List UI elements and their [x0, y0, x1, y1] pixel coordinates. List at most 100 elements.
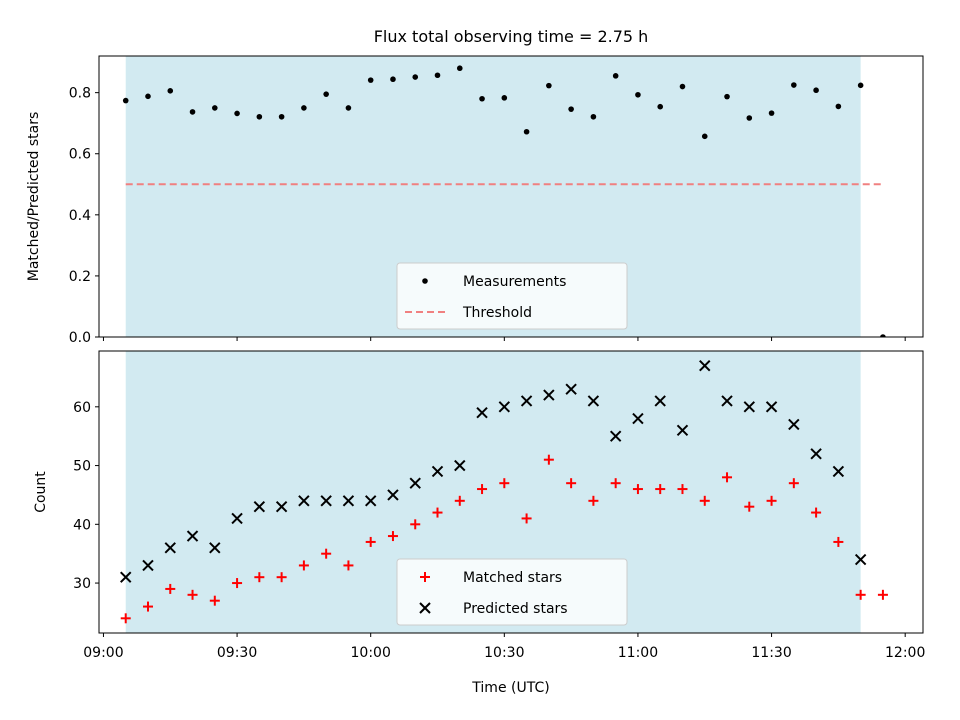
measurement-point — [880, 334, 886, 337]
measurement-point — [167, 88, 174, 94]
predicted-star-point — [765, 401, 778, 413]
legend-box — [396, 262, 628, 330]
measurement-point — [523, 128, 530, 135]
matched-star-point — [209, 595, 220, 606]
legend-label: Threshold — [462, 305, 532, 321]
matched-star-point — [722, 472, 733, 483]
matched-star-point — [387, 531, 398, 542]
legend-swatch — [420, 572, 430, 582]
predicted-star-point — [498, 401, 511, 413]
y-tick-label: 50 — [73, 459, 91, 475]
measurement-point — [768, 110, 775, 116]
predicted-star-point — [788, 418, 800, 431]
matched-star-point — [811, 507, 822, 518]
matched-star-point — [588, 495, 599, 506]
predicted-star-point — [676, 424, 689, 437]
matched-star-point — [677, 484, 688, 495]
matched-star-point — [410, 519, 421, 530]
matched-star-point — [788, 478, 799, 489]
measurement-point — [145, 93, 151, 100]
measurement-point — [724, 93, 730, 100]
matched-star-point — [343, 560, 354, 571]
measurement-point — [412, 74, 419, 80]
y-tick-label: 30 — [73, 576, 91, 592]
data-layer — [122, 65, 886, 337]
matched-star-point — [521, 513, 532, 524]
legend: Measurements Threshold — [396, 262, 628, 330]
x-tick-label: 12:00 — [885, 645, 925, 661]
matched-star-point — [566, 478, 577, 489]
x-tick-label: 11:30 — [751, 645, 791, 661]
predicted-star-point — [854, 553, 867, 566]
legend-swatch — [422, 278, 428, 284]
measurement-point — [835, 103, 842, 110]
matched-star-point — [298, 560, 309, 571]
predicted-star-point — [654, 395, 666, 407]
measurement-point — [590, 113, 597, 120]
predicted-star-point — [699, 359, 711, 372]
predicted-star-point — [164, 542, 176, 554]
matched-star-point — [365, 536, 376, 547]
legend-item: Threshold — [405, 305, 532, 321]
measurement-point — [189, 109, 196, 115]
matched-star-point — [655, 484, 666, 495]
axes-frame — [98, 350, 924, 634]
matched-star-point — [610, 478, 621, 489]
matched-star-point — [744, 501, 755, 512]
y-tick-label: 0.2 — [69, 269, 91, 285]
predicted-star-point — [810, 448, 822, 460]
predicted-star-point — [454, 459, 466, 472]
measurement-point — [679, 83, 686, 90]
predicted-star-point — [832, 465, 845, 478]
predicted-star-point — [387, 489, 399, 501]
measurement-point — [434, 72, 441, 79]
measurement-point — [857, 82, 864, 89]
matched-star-point — [543, 454, 554, 465]
predicted-star-point — [186, 530, 199, 542]
matched-star-point — [321, 548, 332, 559]
measurement-point — [568, 106, 574, 112]
matched-star-point — [232, 578, 243, 589]
predicted-star-point — [298, 495, 310, 507]
count-panel: 30 40 50 60 09:00 09:30 10:00 10:30 11:00 11:30 12… — [33, 350, 925, 661]
y-axis-label: Matched/Predicted stars — [26, 112, 42, 282]
predicted-star-point — [543, 389, 555, 401]
y-tick-label: 0.6 — [69, 147, 91, 163]
measurement-point — [390, 76, 396, 83]
predicted-star-point — [231, 512, 243, 525]
measurement-point — [345, 105, 352, 111]
predicted-star-point — [142, 559, 154, 572]
measurement-point — [635, 91, 641, 98]
legend-label: Predicted stars — [463, 601, 568, 617]
x-tick-label: 11:00 — [618, 645, 658, 661]
predicted-star-point — [120, 571, 132, 583]
matched-star-point — [120, 613, 131, 624]
measurement-point — [479, 95, 485, 102]
predicted-star-point — [320, 495, 332, 507]
measurement-point — [791, 82, 797, 88]
legend: Matched stars Predicted stars — [396, 558, 628, 626]
legend-item: Measurements — [422, 274, 566, 290]
matched-star-point — [254, 572, 265, 583]
axes-frame — [98, 55, 924, 338]
chart-title: Flux total observing time = 2.75 h — [374, 27, 649, 46]
x-axis-label: Time (UTC) — [471, 680, 549, 696]
y-tick-label: 0.0 — [69, 330, 91, 346]
measurement-point — [301, 105, 307, 111]
matched-star-point — [699, 495, 710, 506]
measurement-point — [701, 133, 708, 140]
x-tick-label: 10:00 — [351, 645, 391, 661]
predicted-star-point — [342, 495, 355, 507]
predicted-star-point — [587, 395, 600, 407]
matched-star-point — [766, 495, 777, 506]
measurement-point — [813, 87, 819, 94]
matched-star-point — [877, 589, 888, 600]
legend-box — [396, 558, 628, 626]
y-tick-label: 0.4 — [69, 208, 91, 224]
measurement-point — [612, 73, 619, 79]
measurement-point — [501, 95, 508, 101]
measurement-point — [256, 113, 263, 120]
matched-star-point — [855, 589, 866, 600]
measurement-point — [122, 97, 129, 104]
predicted-star-point — [743, 401, 755, 413]
